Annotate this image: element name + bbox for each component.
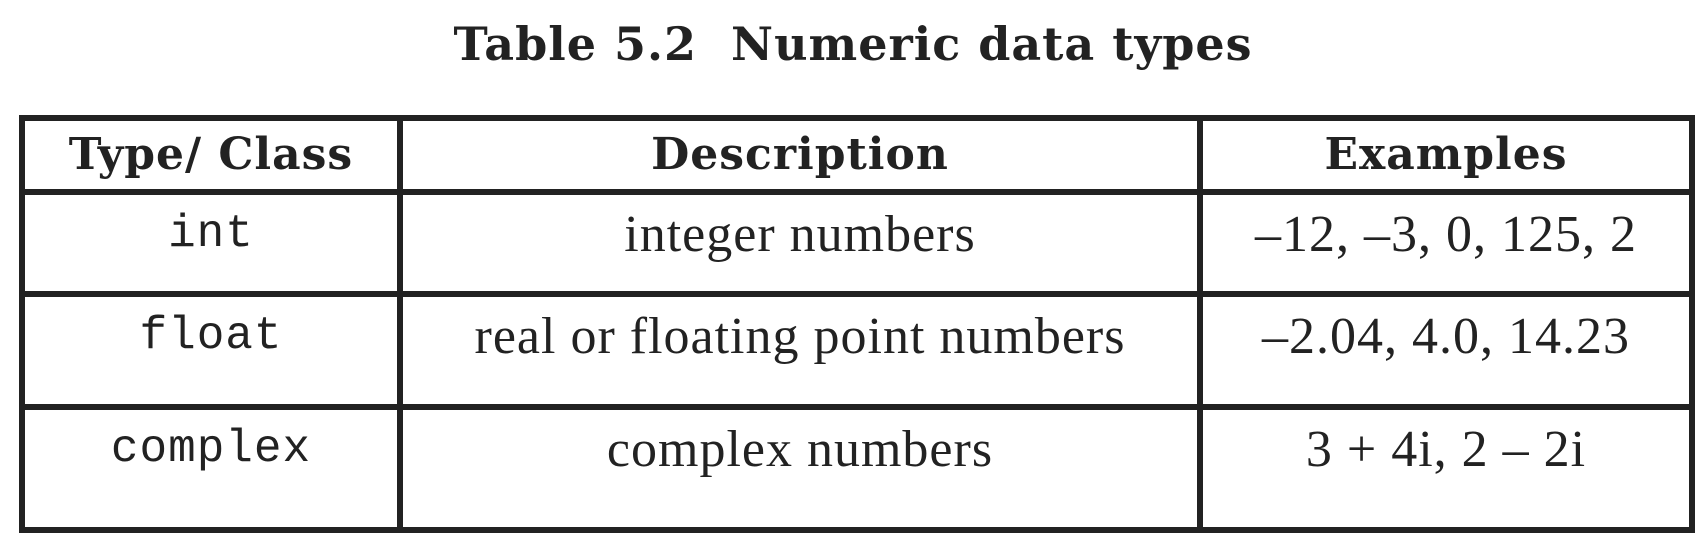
type-cell: float bbox=[19, 291, 403, 410]
table-row: complex complex numbers 3 + 4i, 2 – 2i bbox=[19, 404, 1695, 533]
header-examples: Examples bbox=[1197, 115, 1695, 195]
numeric-data-types-table: Type/ Class Description Examples int int… bbox=[19, 115, 1695, 533]
table-row: int integer numbers –12, –3, 0, 125, 2 bbox=[19, 189, 1695, 297]
examples-cell: –2.04, 4.0, 14.23 bbox=[1197, 291, 1695, 410]
examples-float: –2.04, 4.0, 14.23 bbox=[1262, 308, 1630, 365]
table-row: float real or floating point numbers –2.… bbox=[19, 291, 1695, 410]
description-complex: complex numbers bbox=[606, 421, 994, 478]
description-cell: integer numbers bbox=[397, 189, 1203, 297]
description-cell: complex numbers bbox=[397, 404, 1203, 533]
examples-cell: –12, –3, 0, 125, 2 bbox=[1197, 189, 1695, 297]
type-float: float bbox=[139, 310, 283, 362]
type-cell: int bbox=[19, 189, 403, 297]
examples-cell: 3 + 4i, 2 – 2i bbox=[1197, 404, 1695, 533]
examples-complex: 3 + 4i, 2 – 2i bbox=[1305, 421, 1587, 478]
description-cell: real or floating point numbers bbox=[397, 291, 1203, 410]
type-int: int bbox=[168, 208, 254, 260]
header-type-class: Type/ Class bbox=[19, 115, 403, 195]
table-caption: Table 5.2 Numeric data types bbox=[453, 17, 1253, 71]
examples-int: –12, –3, 0, 125, 2 bbox=[1255, 206, 1637, 263]
description-float: real or floating point numbers bbox=[474, 308, 1126, 365]
type-cell: complex bbox=[19, 404, 403, 533]
header-description: Description bbox=[397, 115, 1203, 195]
type-complex: complex bbox=[110, 423, 312, 475]
description-int: integer numbers bbox=[624, 206, 976, 263]
table-header-row: Type/ Class Description Examples bbox=[19, 115, 1695, 195]
